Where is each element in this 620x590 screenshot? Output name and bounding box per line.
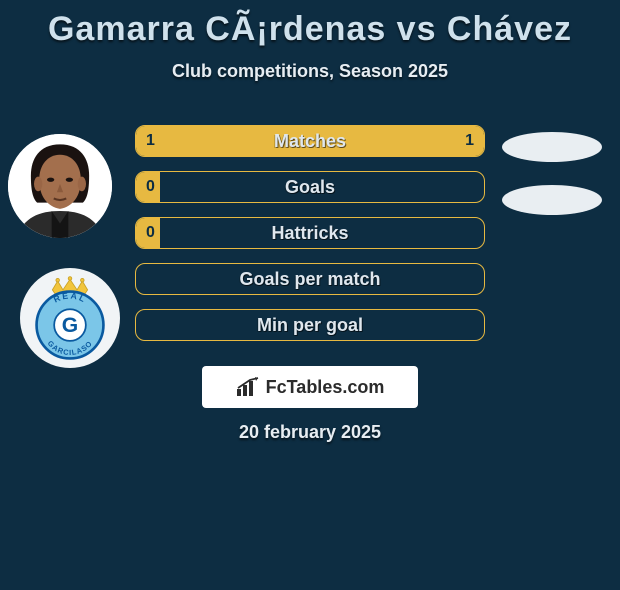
stat-label: Hattricks	[136, 218, 484, 248]
stat-label: Min per goal	[136, 310, 484, 340]
stat-row: Min per goal	[135, 309, 485, 341]
subtitle: Club competitions, Season 2025	[0, 61, 620, 82]
stat-row: 0Hattricks	[135, 217, 485, 249]
site-logo: FcTables.com	[202, 366, 418, 408]
stat-row: 0Goals	[135, 171, 485, 203]
opponent-oval	[502, 185, 602, 215]
stat-label: Goals per match	[136, 264, 484, 294]
page-title: Gamarra CÃ¡rdenas vs Chávez	[0, 10, 620, 49]
stat-row: Goals per match	[135, 263, 485, 295]
stat-label: Matches	[136, 126, 484, 156]
stat-label: Goals	[136, 172, 484, 202]
stat-row: 11Matches	[135, 125, 485, 157]
opponent-oval	[502, 132, 602, 162]
bars-icon	[236, 377, 260, 397]
date-text: 20 february 2025	[0, 422, 620, 443]
site-logo-text: FcTables.com	[266, 377, 385, 398]
